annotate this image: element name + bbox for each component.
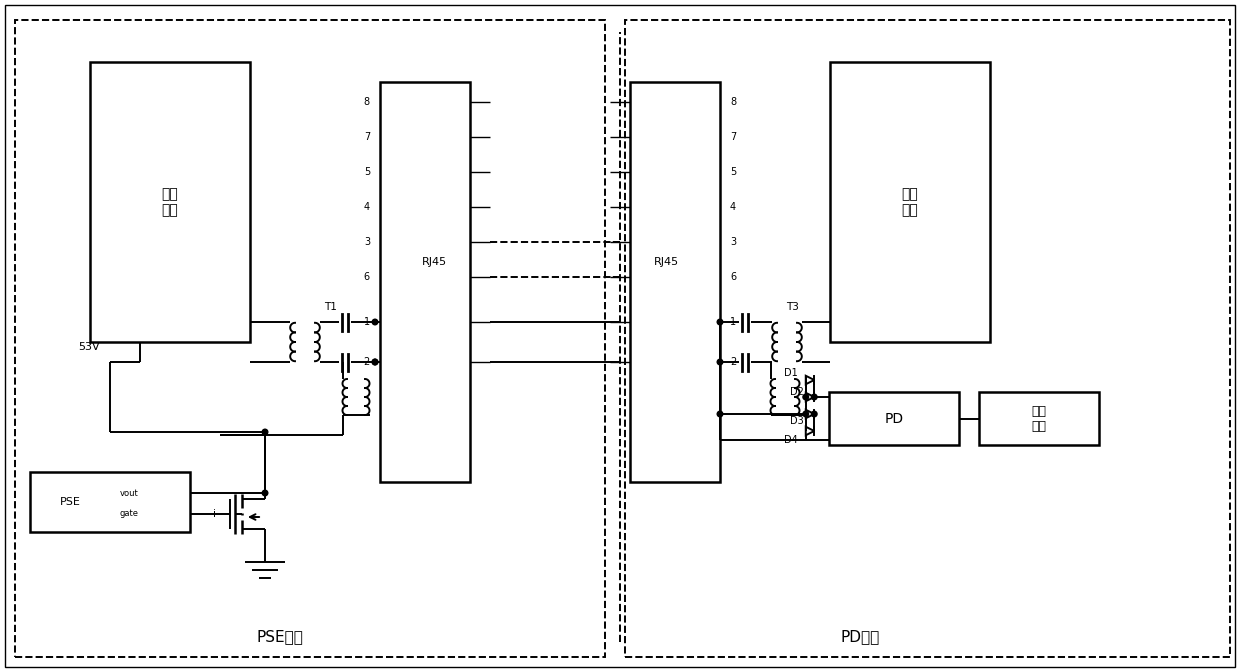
Text: 6: 6 xyxy=(363,272,370,282)
Text: D1: D1 xyxy=(784,368,797,378)
Text: 3: 3 xyxy=(730,237,737,247)
Circle shape xyxy=(262,429,268,435)
Text: RJ45: RJ45 xyxy=(422,257,446,267)
Text: PD: PD xyxy=(884,412,904,425)
Text: 7: 7 xyxy=(363,132,370,142)
Text: D2: D2 xyxy=(790,387,804,396)
Text: 6: 6 xyxy=(730,272,737,282)
Bar xyxy=(15,20,605,657)
Circle shape xyxy=(804,411,808,417)
Text: 4: 4 xyxy=(730,202,737,212)
Text: 3: 3 xyxy=(363,237,370,247)
Text: 接口
模块: 接口 模块 xyxy=(901,187,919,217)
Text: 8: 8 xyxy=(363,97,370,107)
Text: 1: 1 xyxy=(730,317,737,327)
Text: PSE设备: PSE设备 xyxy=(257,630,304,644)
Circle shape xyxy=(372,319,378,325)
Circle shape xyxy=(372,360,378,365)
Text: gate: gate xyxy=(120,509,139,519)
Bar xyxy=(91,62,250,342)
Text: i: i xyxy=(213,509,217,519)
Circle shape xyxy=(717,319,723,325)
Bar xyxy=(30,472,190,532)
Text: 8: 8 xyxy=(730,97,737,107)
Text: T1: T1 xyxy=(324,302,336,312)
Text: vout: vout xyxy=(120,489,139,497)
Text: PSE: PSE xyxy=(60,497,81,507)
Circle shape xyxy=(811,411,817,417)
Text: 2: 2 xyxy=(363,357,370,367)
Circle shape xyxy=(717,411,723,417)
Text: RJ45: RJ45 xyxy=(653,257,678,267)
Text: 7: 7 xyxy=(730,132,737,142)
Text: PD设备: PD设备 xyxy=(841,630,879,644)
Bar xyxy=(625,20,1230,657)
Bar xyxy=(830,62,990,342)
Text: 53V: 53V xyxy=(78,342,100,352)
Text: 5: 5 xyxy=(363,167,370,177)
Text: T3: T3 xyxy=(786,302,799,312)
Bar xyxy=(630,82,720,482)
Circle shape xyxy=(372,360,378,365)
Bar xyxy=(830,392,960,446)
Text: 接口
模块: 接口 模块 xyxy=(161,187,179,217)
Text: 系统
负载: 系统 负载 xyxy=(1032,405,1047,433)
Circle shape xyxy=(717,360,723,365)
Bar xyxy=(379,82,470,482)
Bar xyxy=(980,392,1099,446)
Circle shape xyxy=(262,490,268,496)
Text: 5: 5 xyxy=(730,167,737,177)
Text: D4: D4 xyxy=(784,435,797,446)
Text: 4: 4 xyxy=(363,202,370,212)
Text: D3: D3 xyxy=(790,416,804,426)
Circle shape xyxy=(804,394,808,400)
Circle shape xyxy=(811,394,817,400)
Text: 2: 2 xyxy=(730,357,737,367)
Text: 1: 1 xyxy=(363,317,370,327)
